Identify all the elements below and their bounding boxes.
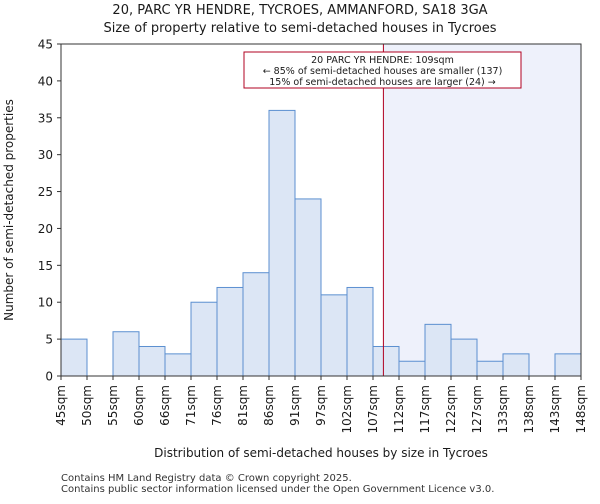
x-tick-label: 117sqm: [418, 385, 432, 433]
x-tick-label: 50sqm: [80, 385, 94, 426]
bar-60sqm: [138, 345, 166, 377]
x-tick-label: 91sqm: [288, 385, 302, 426]
bar-133sqm: [502, 353, 530, 377]
bar-97sqm: [320, 294, 348, 377]
y-tick-label: 30: [38, 148, 53, 162]
x-tick-label: 81sqm: [236, 385, 250, 426]
bar-66sqm: [164, 353, 192, 377]
bar-45sqm: [60, 338, 88, 377]
x-tick-label: 66sqm: [158, 385, 172, 426]
footer-licence: Contains public sector information licen…: [61, 484, 495, 495]
y-axis-label: Number of semi-detached properties: [2, 99, 16, 321]
bars-layer: [60, 109, 582, 377]
x-tick-label: 76sqm: [210, 385, 224, 426]
bar-71sqm: [190, 301, 218, 377]
y-tick-label: 45: [38, 38, 53, 52]
x-tick-label: 122sqm: [444, 385, 458, 433]
axes-layer: 0 5 10 15 20 25 30 35 40 45 45sqm 50sqm 55sqm 60sqm 66…: [38, 38, 588, 434]
bar-102sqm: [346, 286, 374, 377]
x-tick-label: 86sqm: [262, 385, 276, 426]
x-tick-label: 107sqm: [366, 385, 380, 433]
x-tick-label: 138sqm: [522, 385, 536, 433]
x-tick-label: 112sqm: [392, 385, 406, 433]
y-tick-label: 0: [45, 370, 53, 384]
bar-86sqm: [268, 109, 296, 377]
x-tick-label: 143sqm: [548, 385, 562, 433]
annotation-line-2: ← 85% of semi-detached houses are smalle…: [263, 66, 503, 77]
y-tick-label: 25: [38, 185, 53, 199]
x-tick-label: 97sqm: [314, 385, 328, 426]
x-tick-label: 102sqm: [340, 385, 354, 433]
bar-112sqm: [398, 360, 426, 377]
y-tick-label: 15: [38, 259, 53, 273]
y-tick-label: 20: [38, 222, 53, 236]
y-tick-label: 10: [38, 296, 53, 310]
bar-122sqm: [450, 338, 478, 377]
annotation-line-3: 15% of semi-detached houses are larger (…: [269, 77, 496, 88]
y-tick-label: 5: [45, 333, 53, 347]
x-tick-label: 71sqm: [184, 385, 198, 426]
bar-143sqm: [554, 353, 582, 377]
bar-76sqm: [216, 286, 244, 377]
bar-117sqm: [424, 323, 452, 377]
x-tick-label: 60sqm: [132, 385, 146, 426]
y-tick-label: 35: [38, 111, 53, 125]
chart-subtitle: Size of property relative to semi-detach…: [103, 21, 497, 36]
x-tick-label: 127sqm: [470, 385, 484, 433]
x-axis-label: Distribution of semi-detached houses by …: [154, 446, 488, 460]
footer-copyright: Contains HM Land Registry data © Crown c…: [61, 473, 352, 484]
x-tick-label: 133sqm: [496, 385, 510, 433]
chart-title: 20, PARC YR HENDRE, TYCROES, AMMANFORD, …: [112, 3, 488, 18]
bar-107sqm: [372, 345, 400, 377]
x-tick-label: 45sqm: [54, 385, 68, 426]
larger-houses-region: [383, 44, 581, 376]
annotation-box: [243, 51, 522, 89]
x-tick-label: 55sqm: [106, 385, 120, 426]
y-tick-label: 40: [38, 74, 53, 88]
bar-91sqm: [294, 198, 322, 377]
bar-81sqm: [242, 272, 270, 377]
x-tick-label: 148sqm: [574, 385, 588, 433]
bar-55sqm: [112, 331, 140, 377]
annotation-line-1: 20 PARC YR HENDRE: 109sqm: [311, 55, 454, 66]
bar-127sqm: [476, 360, 504, 377]
property-annotation: 20 PARC YR HENDRE: 109sqm ← 85% of semi-…: [243, 51, 522, 89]
